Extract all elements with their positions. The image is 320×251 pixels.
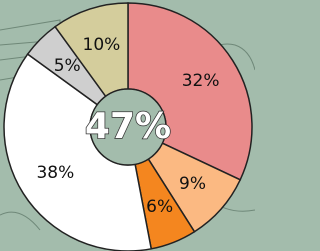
value-label: 9% [179, 174, 206, 194]
value-label: 32% [182, 71, 220, 91]
chart: 47% 32% 9% 6% 38% 5%10% [0, 0, 255, 251]
value-label: 38% [36, 163, 74, 183]
value-label: 5% [54, 56, 81, 76]
value-label: 10% [83, 35, 121, 55]
value-label: 6% [146, 197, 173, 217]
center-label: 47% [85, 106, 171, 147]
